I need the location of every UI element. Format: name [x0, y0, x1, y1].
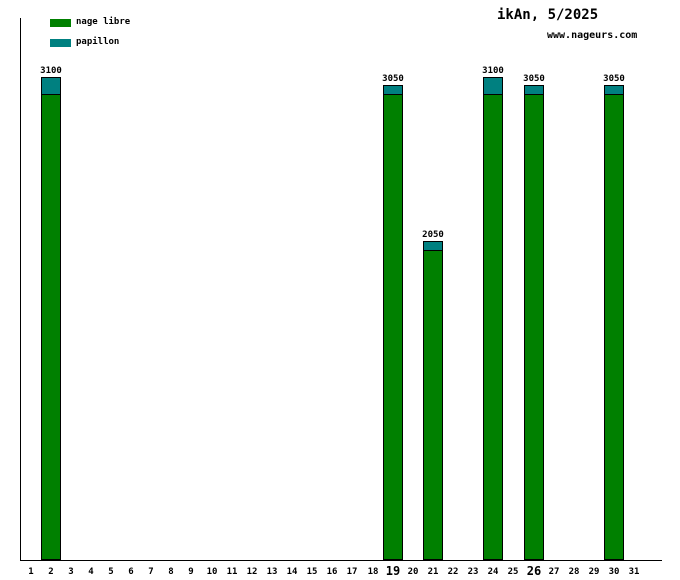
x-label-21: 21 [427, 567, 439, 577]
x-label-25: 25 [507, 567, 519, 577]
nage-libre-segment [384, 95, 402, 559]
legend-item-nage-libre: nage libre [50, 17, 130, 28]
x-label-26: 26 [526, 564, 542, 578]
x-label-27: 27 [548, 567, 560, 577]
x-label-17: 17 [346, 567, 358, 577]
bar-day-21[interactable] [423, 241, 443, 560]
x-label-22: 22 [447, 567, 459, 577]
x-label-19: 19 [385, 564, 401, 578]
bar-value-label: 3100 [482, 66, 504, 76]
x-label-4: 4 [88, 567, 94, 577]
x-label-3: 3 [68, 567, 74, 577]
bar-day-24[interactable] [483, 77, 503, 560]
papillon-segment [525, 86, 543, 95]
papillon-segment [424, 242, 442, 251]
x-label-23: 23 [467, 567, 479, 577]
x-label-29: 29 [588, 567, 600, 577]
bar-day-2[interactable] [41, 77, 61, 560]
nage-libre-segment [525, 95, 543, 559]
papillon-segment [42, 78, 60, 95]
x-label-12: 12 [246, 567, 258, 577]
bar-value-label: 3100 [40, 66, 62, 76]
bar-day-19[interactable] [383, 85, 403, 560]
bar-value-label: 2050 [422, 230, 444, 240]
x-label-8: 8 [168, 567, 174, 577]
x-label-13: 13 [266, 567, 278, 577]
legend-label-papillon: papillon [76, 37, 120, 47]
x-label-9: 9 [188, 567, 194, 577]
chart-title: ikAn, 5/2025 [497, 7, 599, 23]
x-label-11: 11 [226, 567, 238, 577]
papillon-swatch [50, 38, 71, 47]
x-label-10: 10 [206, 567, 218, 577]
nage-libre-segment [42, 95, 60, 559]
bar-day-26[interactable] [524, 85, 544, 560]
nage-libre-segment [424, 251, 442, 559]
x-label-18: 18 [367, 567, 379, 577]
x-label-24: 24 [487, 567, 499, 577]
papillon-segment [384, 86, 402, 95]
nage-libre-segment [605, 95, 623, 559]
site-watermark: www.nageurs.com [547, 30, 638, 41]
bar-value-label: 3050 [603, 74, 625, 84]
x-label-20: 20 [407, 567, 419, 577]
nage-libre-segment [484, 95, 502, 559]
x-label-30: 30 [608, 567, 620, 577]
x-label-16: 16 [326, 567, 338, 577]
bar-value-label: 3050 [523, 74, 545, 84]
x-label-5: 5 [108, 567, 114, 577]
legend-item-papillon: papillon [50, 37, 130, 48]
papillon-segment [484, 78, 502, 95]
legend: nage libre papillon [50, 17, 130, 57]
y-axis-line [20, 18, 21, 561]
x-label-2: 2 [48, 567, 54, 577]
bar-day-30[interactable] [604, 85, 624, 560]
x-label-31: 31 [628, 567, 640, 577]
x-axis-line [20, 560, 662, 561]
x-label-7: 7 [148, 567, 154, 577]
x-label-1: 1 [28, 567, 34, 577]
x-label-6: 6 [128, 567, 134, 577]
bar-value-label: 3050 [382, 74, 404, 84]
papillon-segment [605, 86, 623, 95]
legend-label-nage-libre: nage libre [76, 17, 131, 27]
nage-libre-swatch [50, 18, 71, 27]
x-label-14: 14 [286, 567, 298, 577]
x-label-15: 15 [306, 567, 318, 577]
x-label-28: 28 [568, 567, 580, 577]
